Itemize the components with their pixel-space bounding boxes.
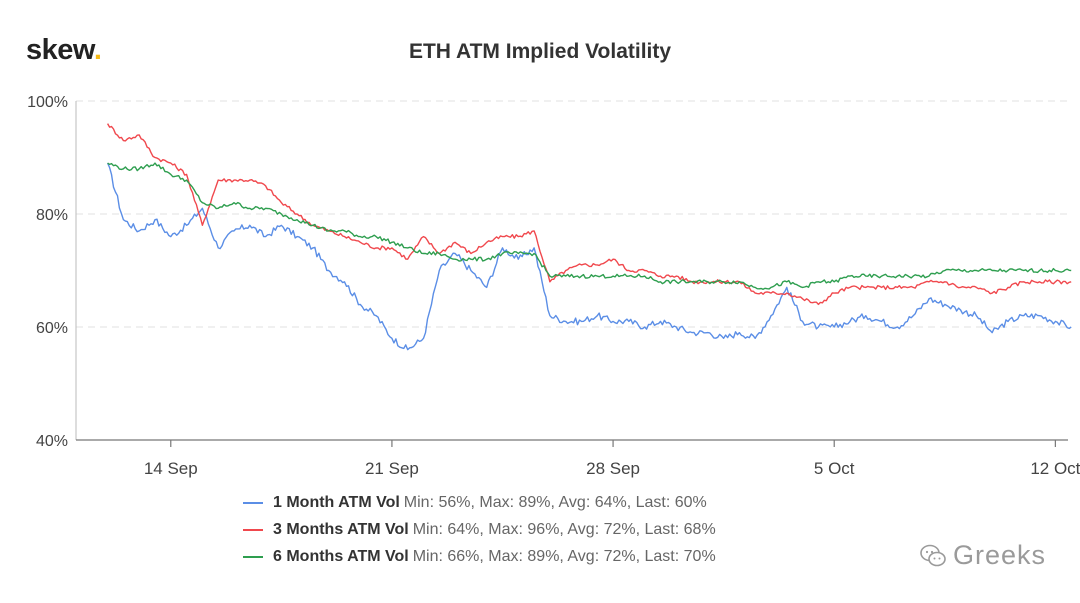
x-tick-label: 12 Oct (1030, 459, 1080, 478)
legend-item-3-months[interactable]: 3 Months ATM Vol Min: 64%, Max: 96%, Avg… (243, 516, 716, 543)
series-layer (106, 123, 1072, 351)
series-line-1 (106, 162, 1072, 351)
grid-layer (76, 100, 1068, 328)
series-line-2 (106, 123, 1072, 306)
x-tick-label: 14 Sep (144, 459, 198, 478)
legend-stats-6-months: Min: 66%, Max: 89%, Avg: 72%, Last: 70% (412, 547, 716, 565)
watermark-text: Greeks (952, 540, 1046, 570)
legend-swatch-1-month (243, 501, 263, 504)
wechat-icon (920, 544, 946, 566)
x-tick-label: 28 Sep (586, 459, 640, 478)
legend: 1 Month ATM Vol Min: 56%, Max: 89%, Avg:… (243, 489, 716, 570)
brand-dot: . (93, 34, 102, 66)
x-tick-label: 21 Sep (365, 459, 419, 478)
chart-title: ETH ATM Implied Volatility (408, 40, 672, 63)
y-tick-label: 80% (36, 207, 68, 224)
legend-item-6-months[interactable]: 6 Months ATM Vol Min: 66%, Max: 89%, Avg… (243, 543, 716, 570)
y-tick-label: 40% (36, 433, 68, 450)
y-tick-label: 60% (36, 320, 68, 337)
y-tick-label: 100% (27, 94, 68, 111)
legend-stats-3-months: Min: 64%, Max: 96%, Avg: 72%, Last: 68% (412, 520, 716, 538)
legend-stats-1-month: Min: 56%, Max: 89%, Avg: 64%, Last: 60% (403, 493, 707, 511)
series-line-3 (107, 162, 1072, 290)
skew-logo: skew. (26, 34, 102, 67)
watermark: Greeks (919, 540, 1046, 571)
legend-swatch-3-months (243, 528, 263, 531)
legend-label-3-months: 3 Months ATM Vol (273, 520, 409, 538)
brand-name: skew (26, 34, 94, 66)
x-tick-label: 5 Oct (814, 459, 855, 478)
legend-item-1-month[interactable]: 1 Month ATM Vol Min: 56%, Max: 89%, Avg:… (243, 489, 716, 516)
axis-layer: 40% 60% 80% 100% 14 Sep 21 Sep 28 Sep 5 Oct 12 O… (27, 94, 1080, 478)
legend-swatch-6-months (243, 555, 263, 558)
legend-label-6-months: 6 Months ATM Vol (273, 547, 409, 565)
legend-label-1-month: 1 Month ATM Vol (273, 493, 400, 511)
